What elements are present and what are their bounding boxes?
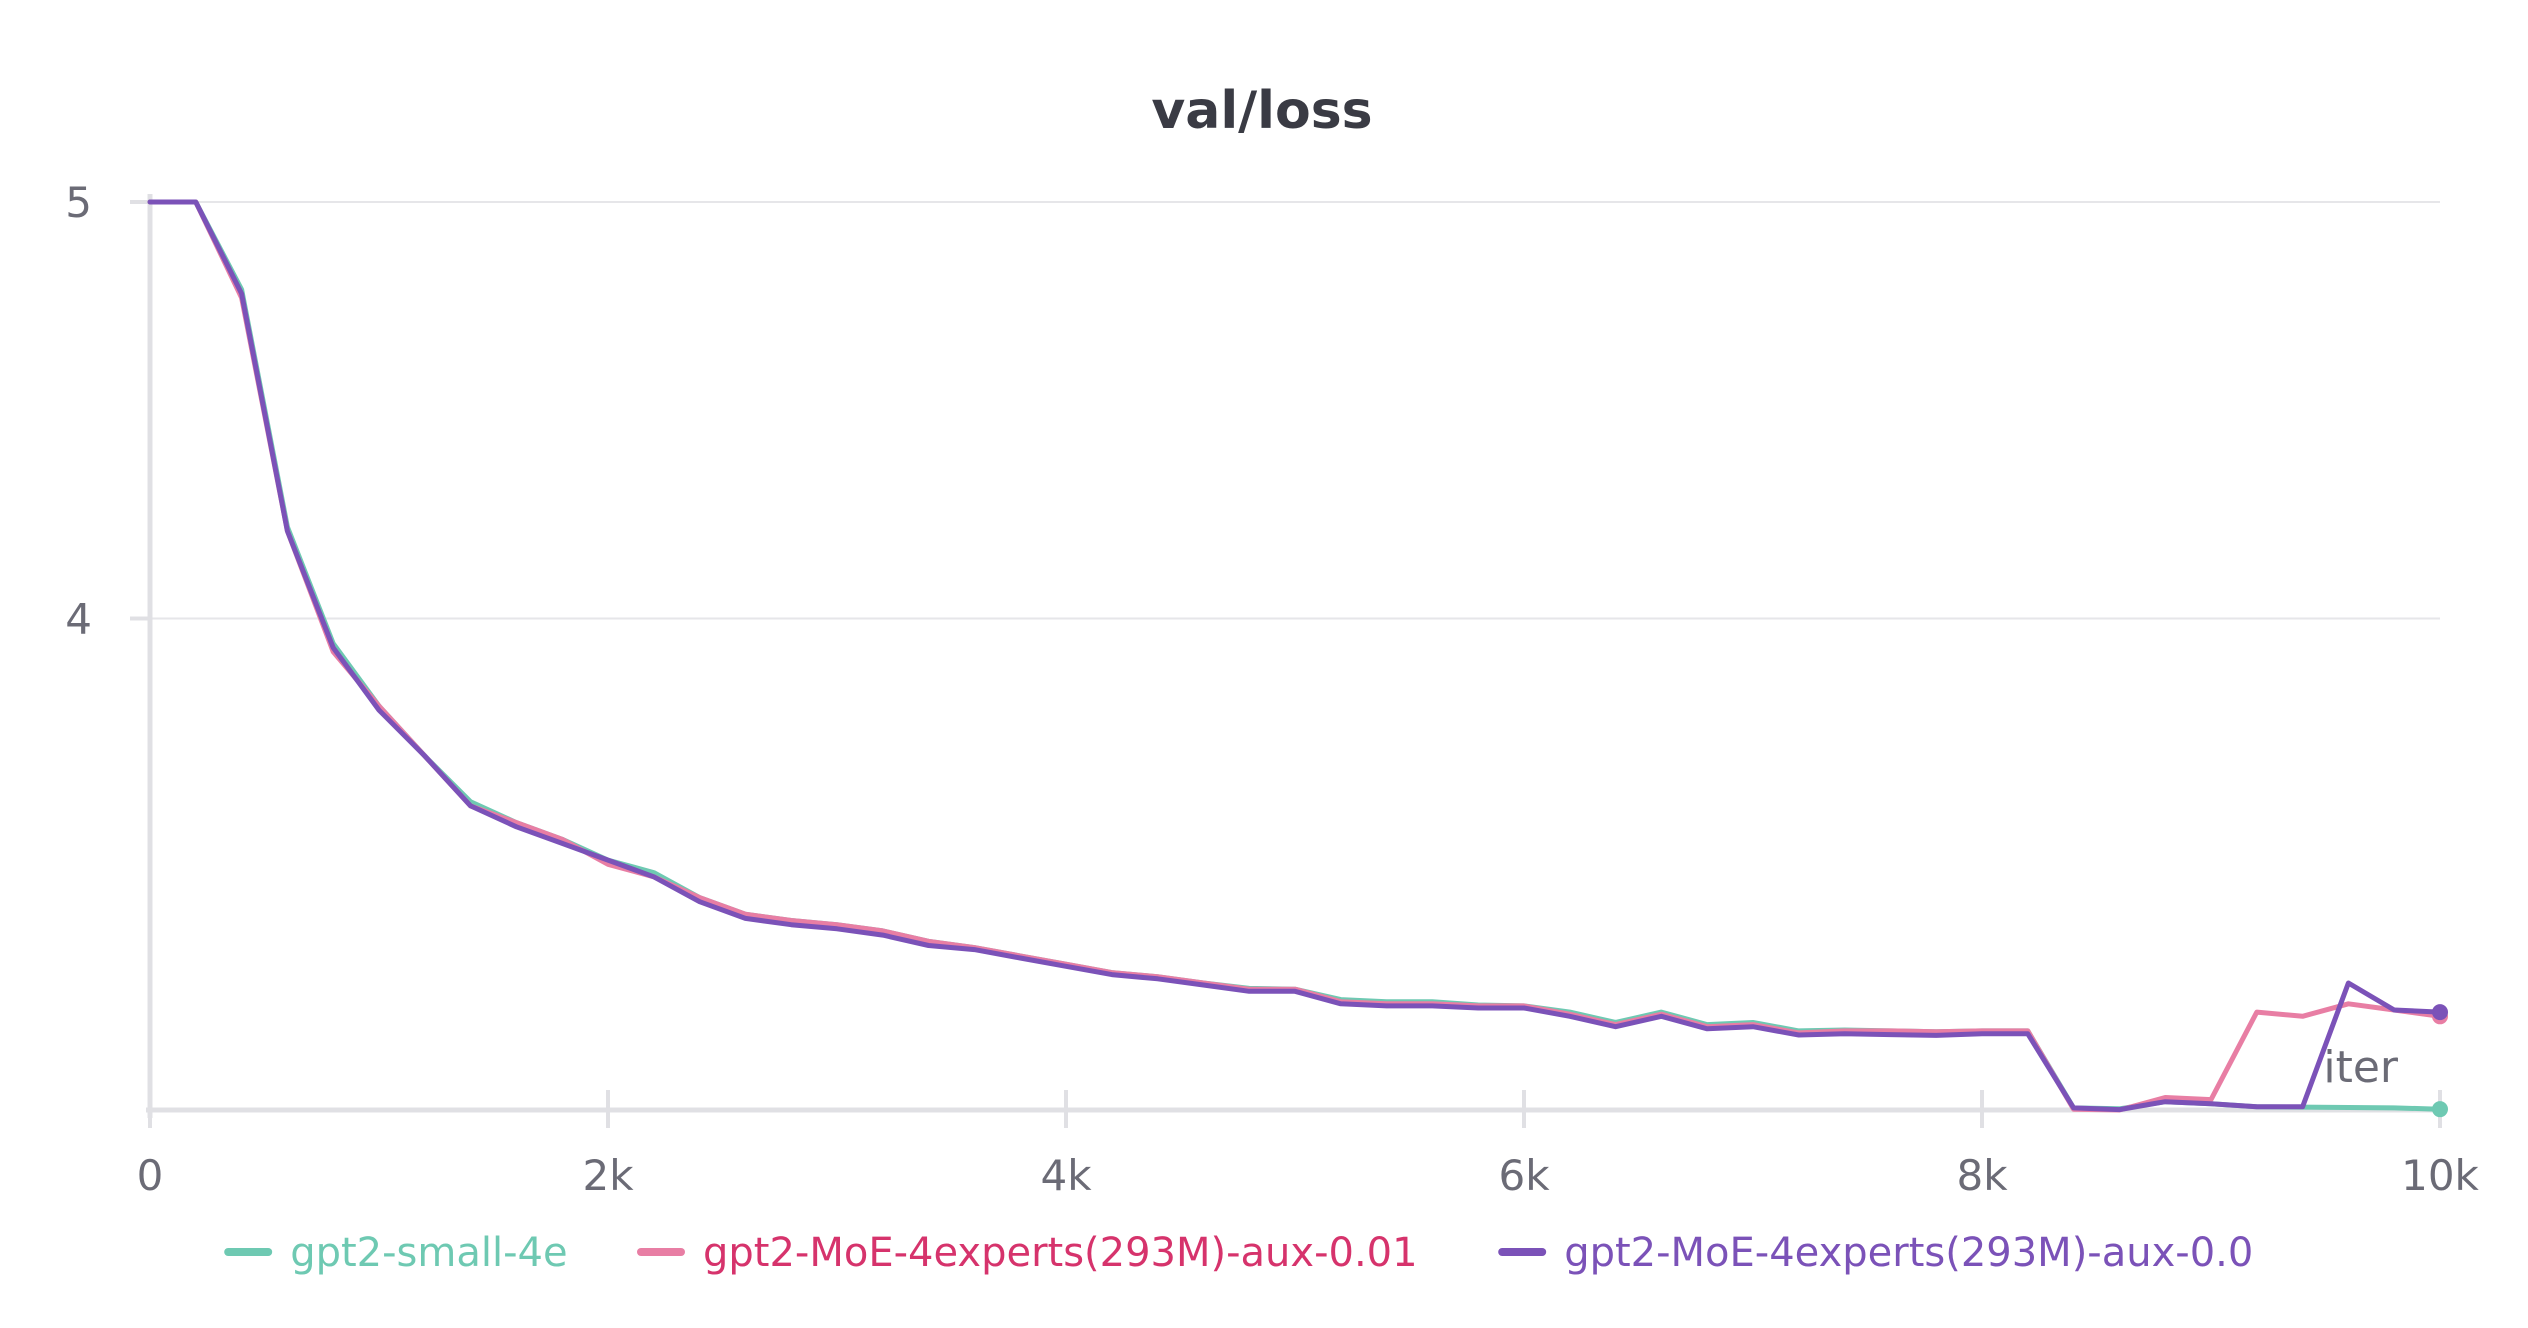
legend[interactable]: gpt2-small-4e gpt2-MoE-4experts(293M)-aux…	[224, 1230, 2253, 1276]
axes: 4 5 0 2k 4k 6k 8k 10k	[65, 178, 2479, 1200]
legend-label: gpt2-MoE-4experts(293M)-aux-0.0	[1564, 1230, 2253, 1276]
legend-item-0[interactable]: gpt2-small-4e	[224, 1230, 568, 1276]
series-line-2[interactable]	[147, 199, 2443, 1113]
chart-title: val/loss	[1151, 81, 1372, 141]
x-tick-label: 6k	[1498, 1151, 1550, 1200]
y-tick-label: 5	[65, 178, 92, 227]
x-axis-label: iter	[2323, 1042, 2399, 1093]
series-lines[interactable]	[147, 199, 2448, 1118]
x-tick-label: 2k	[582, 1151, 634, 1200]
x-tick-label: 0	[137, 1151, 164, 1200]
x-tick-label: 4k	[1040, 1151, 1092, 1200]
series-line-0[interactable]	[147, 199, 2443, 1112]
legend-item-1[interactable]: gpt2-MoE-4experts(293M)-aux-0.01	[637, 1230, 1418, 1276]
series-endpoint-2[interactable]	[2432, 1004, 2448, 1021]
series-line-1[interactable]	[147, 199, 2443, 1113]
legend-label: gpt2-MoE-4experts(293M)-aux-0.01	[703, 1230, 1418, 1276]
y-tick-label: 4	[65, 595, 92, 644]
series-endpoint-0[interactable]	[2432, 1101, 2448, 1118]
legend-label: gpt2-small-4e	[290, 1230, 567, 1276]
x-tick-label: 8k	[1956, 1151, 2008, 1200]
legend-item-2[interactable]: gpt2-MoE-4experts(293M)-aux-0.0	[1498, 1230, 2253, 1276]
x-tick-label: 10k	[2401, 1151, 2479, 1200]
grid-lines	[150, 201, 2440, 620]
